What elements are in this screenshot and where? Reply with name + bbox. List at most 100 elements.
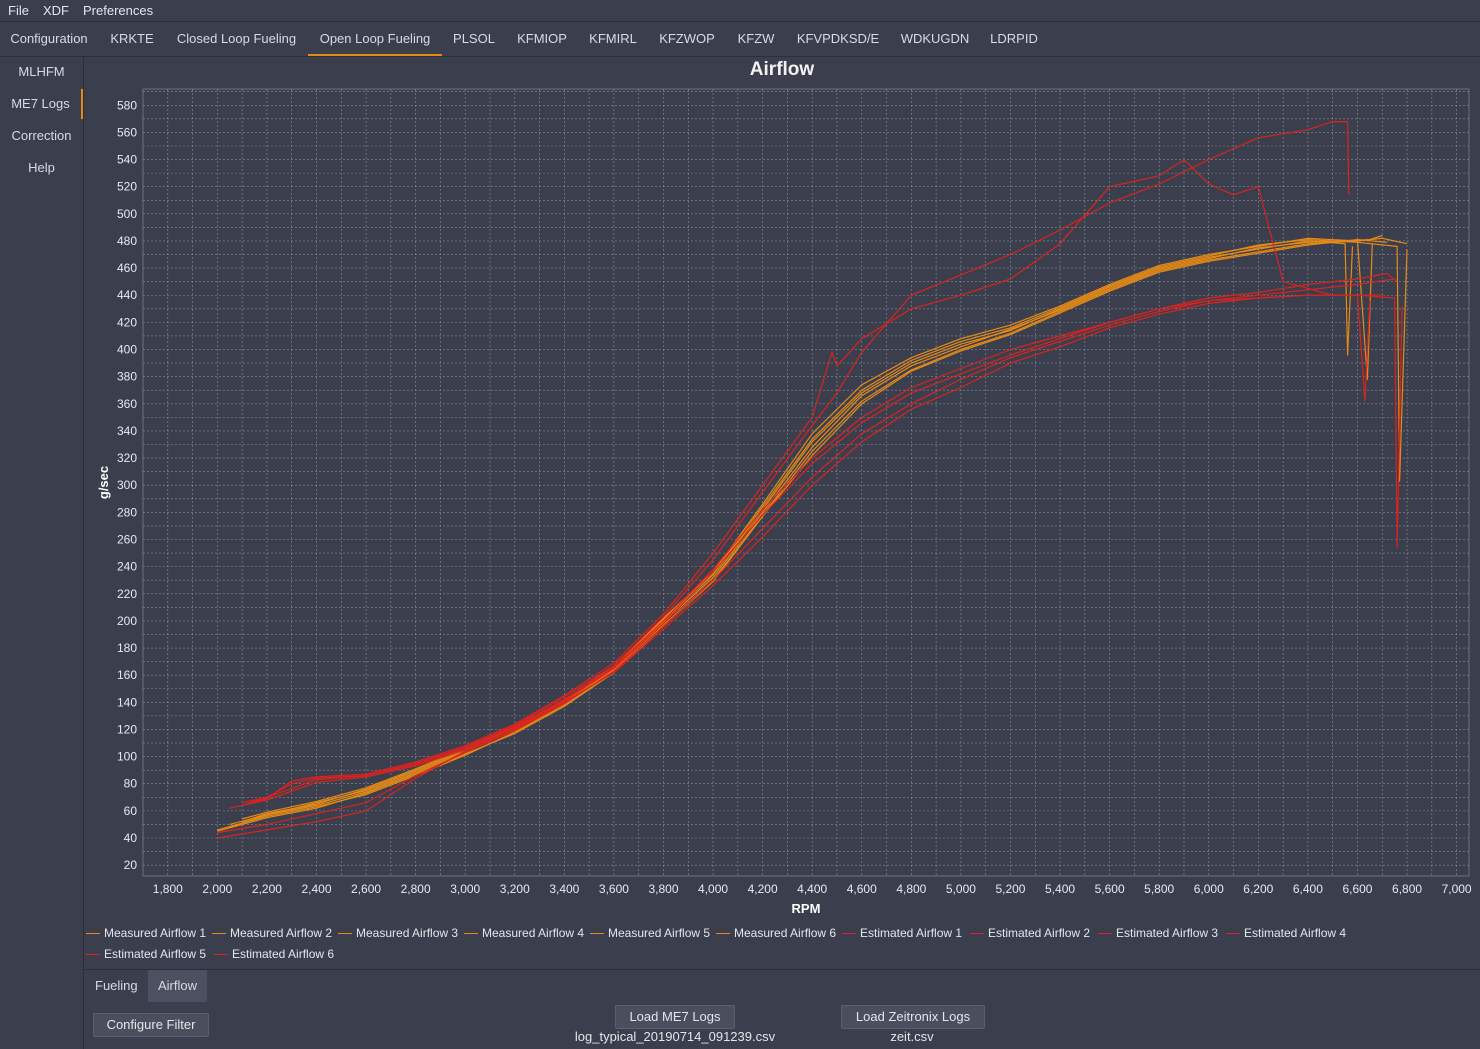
legend-entry: Estimated Airflow 1 (842, 926, 962, 940)
y-tick-label: 60 (124, 804, 138, 818)
x-tick-label: 3,600 (599, 882, 629, 896)
zeitronix-file-label: zeit.csv (890, 1029, 934, 1044)
y-tick-label: 120 (117, 722, 137, 736)
legend-entry: Measured Airflow 2 (212, 926, 332, 940)
y-tick-label: 440 (117, 288, 137, 302)
legend-swatch (1098, 933, 1112, 935)
legend-swatch (842, 933, 856, 935)
series-line-10 (241, 294, 1371, 806)
x-tick-label: 5,400 (1045, 882, 1075, 896)
series-line-8 (241, 158, 1383, 806)
series-line-6 (217, 239, 1388, 832)
legend-entry: Estimated Airflow 6 (214, 947, 334, 961)
menu-file[interactable]: File (8, 3, 29, 18)
x-tick-label: 4,200 (748, 882, 778, 896)
y-tick-label: 400 (117, 343, 137, 357)
tab-configuration[interactable]: Configuration (10, 31, 88, 46)
tab-airflow[interactable]: Airflow (148, 970, 208, 1002)
y-tick-label: 460 (117, 261, 137, 275)
legend-label: Estimated Airflow 5 (104, 947, 207, 961)
load-zeitronix-logs-button[interactable]: Load Zeitronix Logs (841, 1005, 985, 1029)
legend-swatch (214, 954, 228, 956)
legend-label: Measured Airflow 2 (230, 926, 333, 940)
legend-label: Estimated Airflow 2 (988, 926, 1091, 940)
x-tick-label: 2,400 (301, 882, 331, 896)
airflow-chart: 1,800 2,000 2,200 2,400 2,600 2,800 3,000 3,200… (96, 88, 1472, 916)
legend-swatch (464, 933, 478, 935)
x-tick-label: 2,800 (401, 882, 431, 896)
x-tick-label: 7,000 (1442, 882, 1472, 896)
x-tick-label: 5,600 (1095, 882, 1125, 896)
legend-entry: Estimated Airflow 2 (970, 926, 1090, 940)
tab-kfmirl[interactable]: KFMIRL (589, 31, 637, 46)
legend-swatch (970, 933, 984, 935)
x-tick-label: 6,600 (1342, 882, 1372, 896)
legend-entry: Estimated Airflow 3 (1098, 926, 1218, 940)
y-tick-label: 140 (117, 695, 137, 709)
legend-entry: Measured Airflow 5 (590, 926, 710, 940)
sidebar-item-correction[interactable]: Correction (11, 128, 72, 143)
y-tick-label: 240 (117, 560, 137, 574)
menu-bar: File XDF Preferences (0, 0, 1480, 22)
x-tick-label: 6,200 (1243, 882, 1273, 896)
tab-fueling[interactable]: Fueling (95, 978, 138, 993)
plot-area (142, 88, 1470, 877)
legend-label: Measured Airflow 3 (356, 926, 459, 940)
legend-label: Estimated Airflow 4 (1244, 926, 1347, 940)
menu-preferences[interactable]: Preferences (83, 3, 154, 18)
y-tick-label: 20 (124, 858, 138, 872)
y-tick-label: 100 (117, 750, 137, 764)
y-tick-label: 540 (117, 153, 137, 167)
x-tick-label: 2,000 (202, 882, 232, 896)
chart-panel: Airflow 1,800 2,000 2,200 2,400 2,600 2,800 3,… (84, 57, 1480, 969)
menu-xdf[interactable]: XDF (43, 3, 69, 18)
tab-open-loop-fueling[interactable]: Open Loop Fueling (308, 31, 442, 56)
sidebar-item-mlhfm[interactable]: MLHFM (18, 64, 65, 79)
tab-plsol[interactable]: PLSOL (453, 31, 495, 46)
series-line-11 (217, 278, 1395, 834)
legend-swatch (86, 954, 100, 956)
y-tick-label: 520 (117, 180, 137, 194)
y-tick-label: 280 (117, 505, 137, 519)
x-tick-label: 5,200 (995, 882, 1025, 896)
tab-kfmiop[interactable]: KFMIOP (517, 31, 567, 46)
tab-krkte[interactable]: KRKTE (110, 31, 154, 46)
series-line-2 (229, 240, 1354, 828)
tab-ldrpid[interactable]: LDRPID (990, 31, 1038, 46)
tab-kfzwop[interactable]: KFZWOP (659, 31, 715, 46)
x-tick-label: 6,000 (1194, 882, 1224, 896)
x-tick-label: 3,000 (450, 882, 480, 896)
legend-entry: Measured Airflow 3 (338, 926, 458, 940)
sidebar: MLHFM ME7 Logs Correction Help (0, 57, 84, 1049)
tab-wdkugdn[interactable]: WDKUGDN (900, 31, 970, 46)
legend-label: Measured Airflow 1 (104, 926, 207, 940)
tab-closed-loop-fueling[interactable]: Closed Loop Fueling (176, 31, 297, 46)
x-tick-label: 3,400 (549, 882, 579, 896)
x-tick-label: 6,400 (1293, 882, 1323, 896)
series-line-4 (229, 234, 1383, 825)
legend-swatch (338, 933, 352, 935)
tab-kfzw[interactable]: KFZW (737, 31, 775, 46)
configure-filter-button[interactable]: Configure Filter (93, 1013, 209, 1037)
sidebar-item-help[interactable]: Help (28, 160, 55, 175)
x-tick-label: 3,200 (500, 882, 530, 896)
legend-swatch (716, 933, 730, 935)
legend-entry: Measured Airflow 6 (716, 926, 836, 940)
tab-kfvpdksd[interactable]: KFVPDKSD/E (796, 31, 880, 46)
y-tick-label: 320 (117, 451, 137, 465)
x-tick-label: 2,200 (252, 882, 282, 896)
y-tick-label: 300 (117, 478, 137, 492)
series-line-12 (229, 272, 1398, 809)
x-tick-label: 1,800 (153, 882, 183, 896)
legend-entry: Estimated Airflow 4 (1226, 926, 1346, 940)
legend-swatch (212, 933, 226, 935)
legend-label: Measured Airflow 6 (734, 926, 837, 940)
x-tick-label: 4,800 (896, 882, 926, 896)
legend-entry: Measured Airflow 4 (464, 926, 584, 940)
x-tick-label: 3,800 (648, 882, 678, 896)
load-me7-logs-button[interactable]: Load ME7 Logs (615, 1005, 735, 1029)
legend-label: Measured Airflow 5 (608, 926, 711, 940)
y-tick-label: 200 (117, 614, 137, 628)
legend-label: Estimated Airflow 3 (1116, 926, 1219, 940)
sidebar-item-me7-logs[interactable]: ME7 Logs (0, 89, 83, 119)
